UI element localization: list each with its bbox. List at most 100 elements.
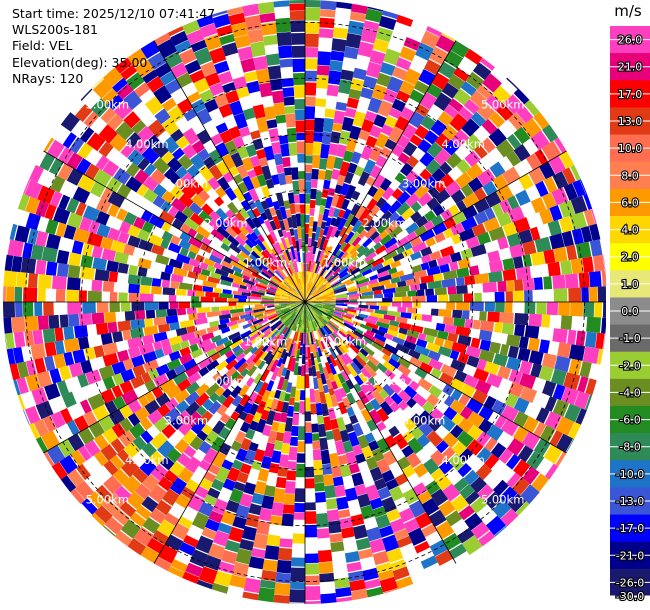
velocity-bin [338,226,348,238]
velocity-bin [272,200,280,211]
velocity-bin [317,423,327,438]
velocity-bin [321,269,328,278]
velocity-bin [477,168,496,187]
velocity-bin [259,579,276,589]
velocity-bin [308,358,312,367]
velocity-bin [460,383,476,398]
velocity-bin [305,298,316,302]
velocity-bin [164,264,174,274]
velocity-bin [112,395,127,410]
velocity-bin [476,102,496,121]
velocity-bin [311,433,320,441]
velocity-bin [348,570,364,582]
velocity-bin [14,209,29,227]
velocity-bin [153,340,163,351]
velocity-bin [254,480,267,495]
velocity-bin [313,309,322,317]
velocity-bin [417,332,427,341]
velocity-bin [181,172,195,186]
velocity-bin [295,478,305,488]
velocity-bin [373,114,387,128]
velocity-bin [111,385,124,399]
velocity-bin [29,423,40,440]
velocity-bin [420,115,436,131]
velocity-bin [2,286,7,302]
velocity-bin [190,419,206,435]
velocity-bin [316,326,319,331]
velocity-bin [182,429,197,445]
velocity-bin [274,275,283,283]
velocity-bin [323,266,333,279]
velocity-bin [582,346,600,364]
velocity-bin [268,524,282,536]
velocity-bin [364,578,381,590]
velocity-bin [177,308,187,316]
velocity-bin [564,273,579,289]
velocity-bin [438,459,454,475]
velocity-bin [78,445,92,462]
velocity-bin [297,366,302,375]
velocity-bin [586,316,601,333]
velocity-bin [323,280,328,285]
velocity-bin [29,164,44,183]
velocity-bin [400,217,414,231]
velocity-bin [262,319,272,326]
velocity-bin [379,163,393,178]
velocity-bin [279,58,293,68]
velocity-bin [331,243,338,253]
velocity-bin [347,265,357,274]
velocity-bin [128,264,139,276]
velocity-bin [317,347,323,357]
velocity-bin [305,332,308,346]
velocity-bin [122,475,141,494]
velocity-bin [377,302,391,307]
velocity-bin [305,478,315,489]
velocity-bin [589,363,601,381]
velocity-bin [543,176,558,193]
velocity-bin [13,379,21,396]
velocity-bin [329,310,335,313]
velocity-bin [353,338,366,349]
velocity-bin [447,73,465,90]
velocity-bin [321,326,330,337]
velocity-bin [312,309,319,316]
velocity-bin [235,253,245,262]
velocity-bin [320,277,325,283]
velocity-bin [248,556,265,570]
velocity-bin [283,305,295,311]
velocity-bin [66,289,79,302]
velocity-bin [456,159,471,174]
velocity-bin [326,356,333,365]
velocity-bin [215,302,228,307]
velocity-bin [497,389,510,404]
velocity-bin [91,279,103,292]
velocity-bin [512,302,525,314]
velocity-bin [513,144,531,162]
velocity-bin [178,282,193,291]
velocity-bin [474,210,489,225]
velocity-bin [237,244,251,256]
velocity-bin [364,270,378,279]
velocity-bin [60,475,77,493]
velocity-bin [256,338,267,349]
velocity-bin [434,549,454,566]
velocity-bin [36,370,53,388]
velocity-bin [278,135,289,145]
range-ring-label: 3.00km [165,176,208,190]
velocity-bin [310,320,314,329]
velocity-bin [581,287,589,302]
velocity-bin [305,281,308,294]
velocity-bin [38,288,46,302]
velocity-bin [433,181,446,193]
velocity-bin [259,363,269,375]
velocity-bin [216,24,233,37]
velocity-bin [59,314,69,328]
velocity-bin [500,79,518,96]
velocity-bin [107,227,121,241]
velocity-bin [276,363,285,378]
velocity-bin [100,332,113,345]
velocity-bin [310,414,318,424]
velocity-bin [374,309,388,315]
velocity-bin [90,98,110,118]
velocity-bin [207,463,221,476]
